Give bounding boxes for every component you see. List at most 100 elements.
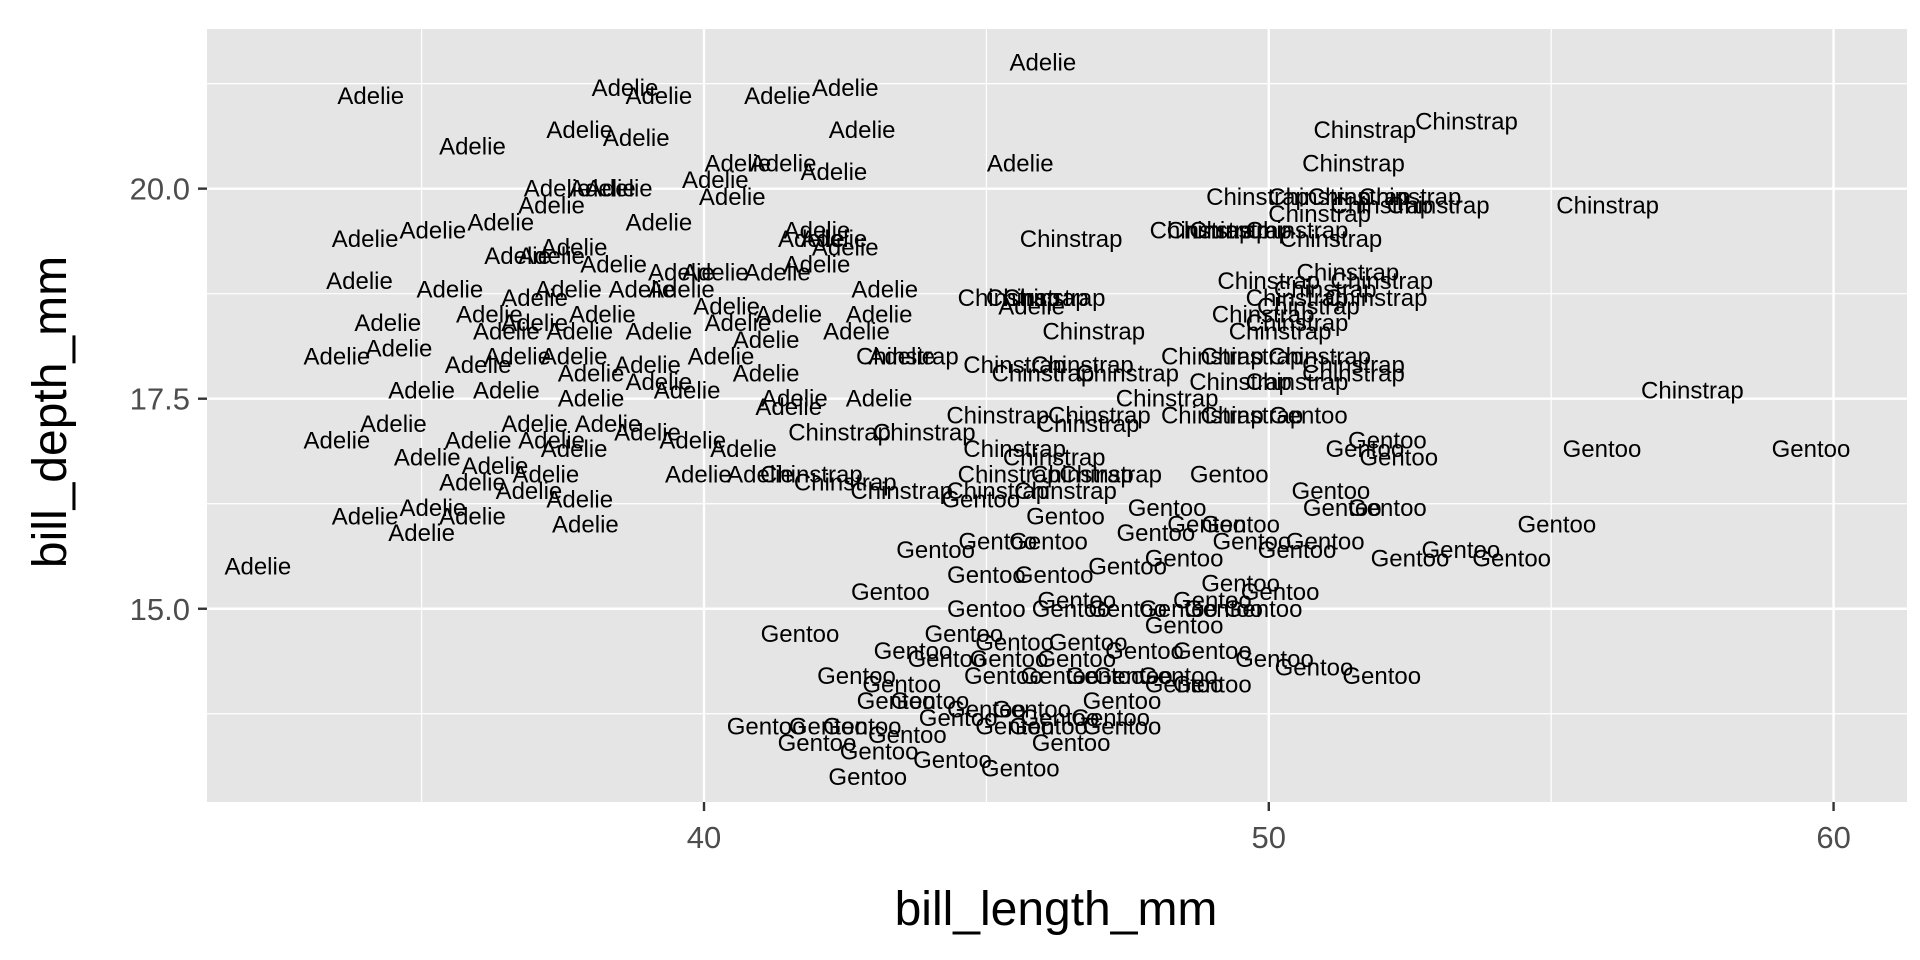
point-label-chinstrap: Chinstrap	[958, 461, 1061, 488]
point-label-adelie: Adelie	[388, 377, 455, 404]
point-label-gentoo: Gentoo	[981, 755, 1060, 782]
point-label-adelie: Adelie	[846, 302, 913, 329]
point-label-chinstrap: Chinstrap	[1014, 478, 1117, 505]
point-label-adelie: Adelie	[456, 302, 523, 329]
point-label-chinstrap: Chinstrap	[1003, 285, 1106, 312]
point-label-adelie: Adelie	[439, 134, 506, 161]
point-label-adelie: Adelie	[546, 117, 613, 144]
point-label-chinstrap: Chinstrap	[946, 403, 1049, 430]
point-label-gentoo: Gentoo	[1235, 646, 1314, 673]
point-label-gentoo: Gentoo	[924, 621, 1003, 648]
point-label-adelie: Adelie	[439, 503, 506, 530]
point-label-adelie: Adelie	[625, 209, 692, 236]
point-label-gentoo: Gentoo	[840, 739, 919, 766]
point-label-adelie: Adelie	[603, 125, 670, 152]
point-label-chinstrap: Chinstrap	[873, 419, 976, 446]
point-label-gentoo: Gentoo	[1015, 562, 1094, 589]
point-label-gentoo: Gentoo	[975, 713, 1054, 740]
point-label-adelie: Adelie	[569, 176, 636, 203]
point-label-chinstrap: Chinstrap	[850, 478, 953, 505]
point-label-adelie: Adelie	[558, 360, 625, 387]
point-label-chinstrap: Chinstrap	[1217, 268, 1320, 295]
point-label-adelie: Adelie	[648, 260, 715, 287]
point-label-gentoo: Gentoo	[1128, 495, 1207, 522]
point-label-gentoo: Gentoo	[1371, 545, 1450, 572]
point-label-gentoo: Gentoo	[857, 688, 936, 715]
point-label-gentoo: Gentoo	[1348, 428, 1427, 455]
point-label-gentoo: Gentoo	[896, 537, 975, 564]
point-label-adelie: Adelie	[518, 243, 585, 270]
point-label-gentoo: Gentoo	[1212, 529, 1291, 556]
point-label-adelie: Adelie	[609, 276, 676, 303]
point-label-chinstrap: Chinstrap	[1302, 360, 1405, 387]
point-label-gentoo: Gentoo	[1184, 596, 1263, 623]
point-label-chinstrap: Chinstrap	[1274, 276, 1377, 303]
point-label-adelie: Adelie	[755, 394, 822, 421]
point-label-adelie: Adelie	[592, 75, 659, 102]
point-label-chinstrap: Chinstrap	[856, 344, 959, 371]
point-label-adelie: Adelie	[998, 293, 1065, 320]
grid-lines	[207, 29, 1907, 802]
point-label-chinstrap: Chinstrap	[1359, 184, 1462, 211]
point-label-chinstrap: Chinstrap	[1212, 302, 1315, 329]
point-label-adelie: Adelie	[518, 428, 585, 455]
y-tick-labels: 15.0 17.5 20.0	[130, 172, 190, 627]
point-label-gentoo: Gentoo	[1026, 503, 1105, 530]
point-label-gentoo: Gentoo	[1009, 713, 1088, 740]
point-label-gentoo: Gentoo	[947, 562, 1026, 589]
point-label-chinstrap: Chinstrap	[1150, 218, 1253, 245]
point-label-adelie: Adelie	[569, 302, 636, 329]
point-label-adelie: Adelie	[705, 150, 772, 177]
point-label-chinstrap: Chinstrap	[1161, 403, 1264, 430]
point-label-gentoo: Gentoo	[828, 764, 907, 791]
point-label-gentoo: Gentoo	[1190, 461, 1269, 488]
y-tick-label: 20.0	[130, 172, 190, 207]
point-label-gentoo: Gentoo	[941, 487, 1020, 514]
point-label-chinstrap: Chinstrap	[986, 285, 1089, 312]
point-label-chinstrap: Chinstrap	[788, 419, 891, 446]
point-label-gentoo: Gentoo	[1173, 671, 1252, 698]
point-label-adelie: Adelie	[586, 176, 653, 203]
point-label-gentoo: Gentoo	[1421, 537, 1500, 564]
point-label-chinstrap: Chinstrap	[1246, 285, 1349, 312]
point-label-adelie: Adelie	[625, 318, 692, 345]
point-label-chinstrap: Chinstrap	[1167, 218, 1270, 245]
point-label-adelie: Adelie	[829, 117, 896, 144]
point-label-adelie: Adelie	[558, 386, 625, 413]
point-label-gentoo: Gentoo	[851, 579, 930, 606]
point-label-chinstrap: Chinstrap	[1116, 386, 1219, 413]
point-label-gentoo: Gentoo	[761, 621, 840, 648]
point-label-adelie: Adelie	[580, 251, 647, 278]
point-label-chinstrap: Chinstrap	[1206, 184, 1309, 211]
point-label-gentoo: Gentoo	[1303, 495, 1382, 522]
point-label-chinstrap: Chinstrap	[1042, 318, 1145, 345]
point-label-adelie: Adelie	[659, 428, 726, 455]
point-label-adelie: Adelie	[705, 310, 772, 337]
point-label-adelie: Adelie	[546, 487, 613, 514]
point-label-adelie: Adelie	[400, 495, 467, 522]
point-label-gentoo: Gentoo	[1088, 596, 1167, 623]
point-label-chinstrap: Chinstrap	[760, 461, 863, 488]
point-label-chinstrap: Chinstrap	[1020, 226, 1123, 253]
point-label-chinstrap: Chinstrap	[1246, 310, 1349, 337]
point-label-adelie: Adelie	[501, 285, 568, 312]
point-label-adelie: Adelie	[388, 520, 455, 547]
point-label-gentoo: Gentoo	[1201, 512, 1280, 539]
point-label-gentoo: Gentoo	[778, 730, 857, 757]
point-label-chinstrap: Chinstrap	[1200, 403, 1303, 430]
axis-ticks	[198, 187, 1835, 811]
point-label-chinstrap: Chinstrap	[1229, 318, 1332, 345]
point-label-adelie: Adelie	[733, 360, 800, 387]
point-label-gentoo: Gentoo	[1173, 587, 1252, 614]
y-tick-label: 15.0	[130, 592, 190, 627]
point-label-adelie: Adelie	[750, 150, 817, 177]
point-label-chinstrap: Chinstrap	[1189, 369, 1292, 396]
point-label-chinstrap: Chinstrap	[1313, 117, 1416, 144]
point-label-adelie: Adelie	[524, 176, 591, 203]
point-label-chinstrap: Chinstrap	[946, 478, 1049, 505]
point-label-adelie: Adelie	[654, 377, 721, 404]
point-label-gentoo: Gentoo	[1020, 705, 1099, 732]
point-label-chinstrap: Chinstrap	[794, 470, 897, 497]
point-label-adelie: Adelie	[304, 344, 371, 371]
point-label-gentoo: Gentoo	[1032, 596, 1111, 623]
